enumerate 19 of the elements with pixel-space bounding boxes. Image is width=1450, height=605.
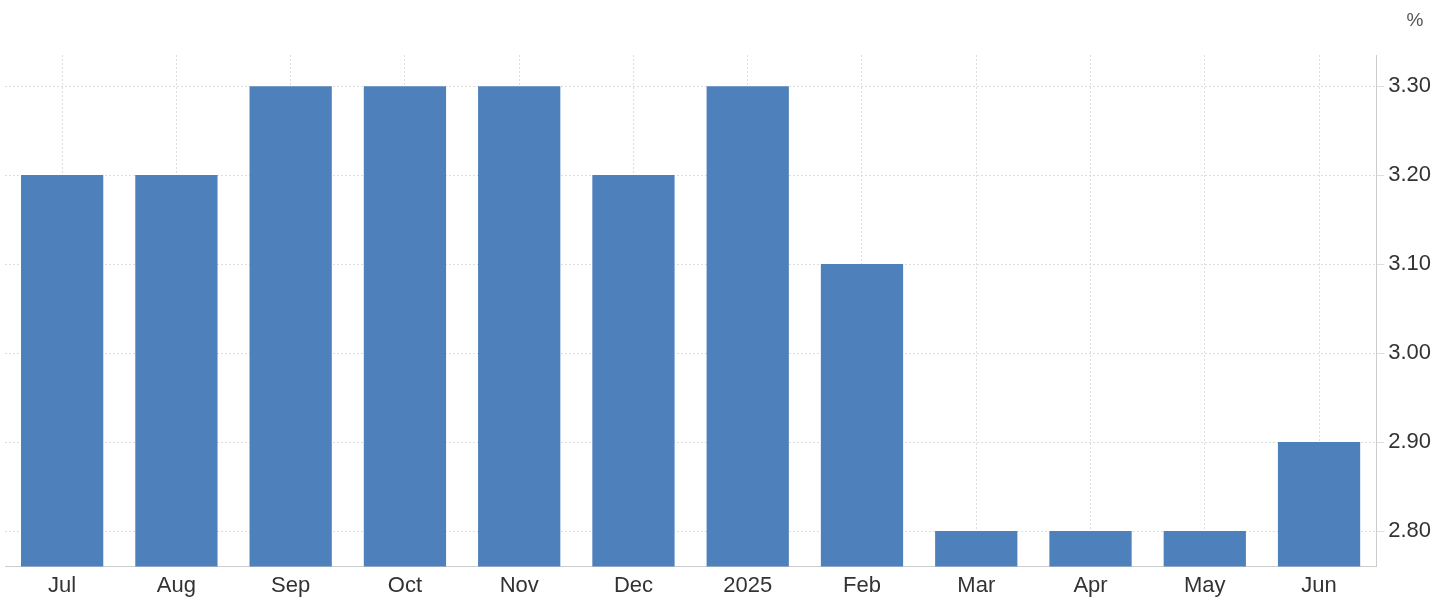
x-tick-label: Dec xyxy=(613,571,654,597)
x-tick-label: Mar xyxy=(957,571,996,597)
x-tick-label: Apr xyxy=(1073,571,1108,597)
x-tick-label: Nov xyxy=(499,571,539,597)
x-tick-label: 2025 xyxy=(723,571,773,597)
x-tick-label: Feb xyxy=(843,571,881,597)
x-tick-label: Sep xyxy=(271,571,311,597)
x-tick-label: Jun xyxy=(1301,571,1337,597)
x-tick-label: Aug xyxy=(156,571,196,597)
x-tick-label: May xyxy=(1184,571,1226,597)
y-tick-label: 2.80 xyxy=(1388,517,1432,543)
y-tick-label: 3.20 xyxy=(1388,161,1432,187)
y-tick-label: 3.00 xyxy=(1388,339,1432,365)
y-axis-title: % xyxy=(1406,9,1424,30)
x-tick-label: Oct xyxy=(387,571,423,597)
x-tick-label: Jul xyxy=(48,571,77,597)
y-tick-label: 3.10 xyxy=(1388,250,1432,276)
y-tick-label: 3.30 xyxy=(1388,72,1432,98)
y-tick-label: 2.90 xyxy=(1388,428,1432,454)
